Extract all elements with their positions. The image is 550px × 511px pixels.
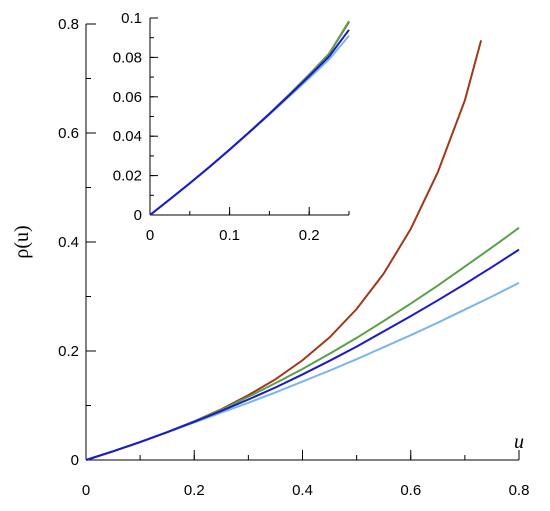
x-tick-label: 0.1 <box>219 227 240 244</box>
y-tick-label: 0.4 <box>58 234 79 251</box>
x-tick-label: 0.4 <box>292 482 313 499</box>
series-line-4 <box>149 35 350 216</box>
x-tick-label: 0 <box>146 227 154 244</box>
y-tick-label: 0.2 <box>58 343 79 360</box>
series-line-3 <box>85 248 520 461</box>
y-tick-label: 0.6 <box>58 125 79 142</box>
x-tick-label: 0.2 <box>299 227 320 244</box>
y-tick-label: 0.04 <box>113 128 142 145</box>
y-tick-label: 0.1 <box>121 10 142 27</box>
x-tick-label: 0 <box>82 482 90 499</box>
series-line-3 <box>149 29 350 216</box>
y-tick-label: 0.8 <box>58 16 79 33</box>
series-line-2 <box>149 20 350 216</box>
x-tick-label: 0.8 <box>509 482 530 499</box>
main-plot: 0 0.2 0.4 0.6 0.8 0 0.2 0.4 0.6 0.8 u ρ(u) <box>11 16 529 499</box>
series-line-2 <box>85 227 520 461</box>
y-tick-label: 0.08 <box>113 49 142 66</box>
y-tick-label: 0.02 <box>113 168 142 185</box>
x-tick-label: 0.6 <box>400 482 421 499</box>
y-tick-label: 0.06 <box>113 89 142 106</box>
series-line-1 <box>149 21 350 216</box>
y-tick-label: 0 <box>71 452 79 469</box>
series-line-1 <box>85 40 483 461</box>
x-tick-label: 0.2 <box>184 482 205 499</box>
x-axis-title: u <box>514 431 524 453</box>
series-line-4 <box>85 281 520 461</box>
inset-plot: 0 0.1 0.2 0 0.02 0.04 0.06 0.08 0.1 <box>113 10 350 244</box>
y-axis-title: ρ(u) <box>11 225 33 258</box>
y-tick-label: 0 <box>134 207 142 224</box>
